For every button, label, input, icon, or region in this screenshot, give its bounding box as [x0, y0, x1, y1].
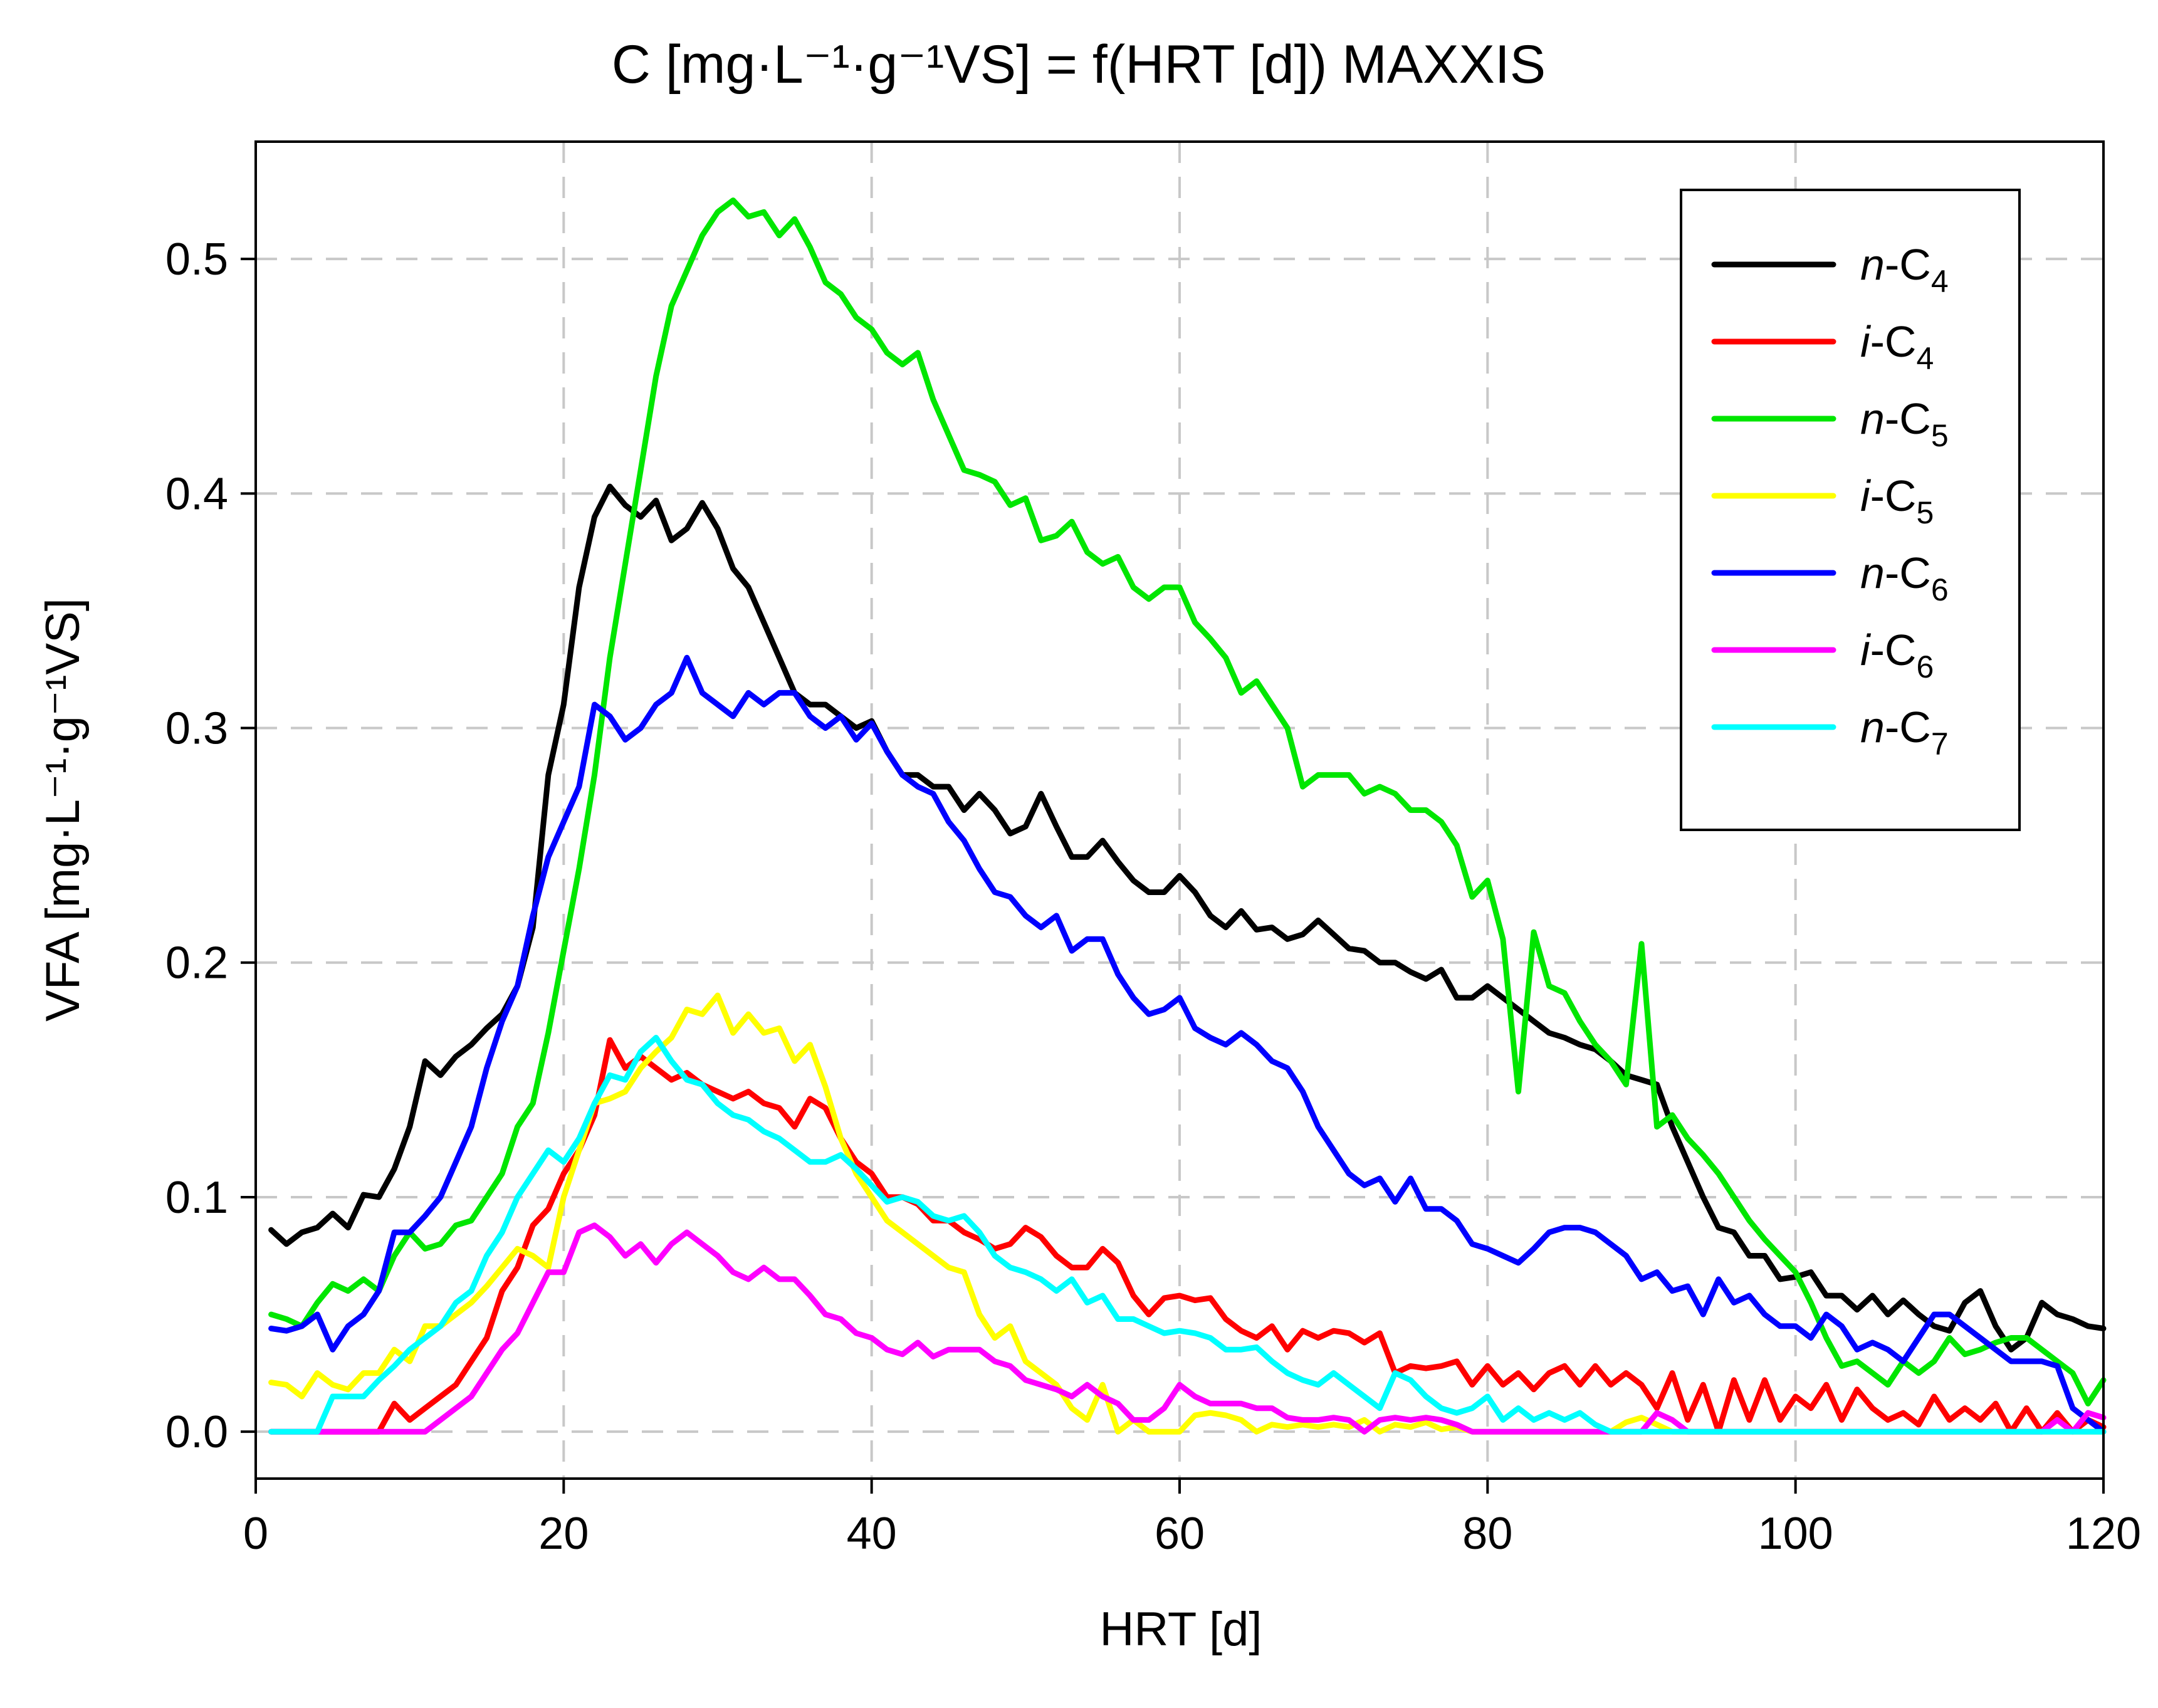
legend: n-C4 i-C4 n-C5 i-C5 n-C6 i-C6 n-C7 [1680, 189, 2021, 831]
x-axis-ticks: 0 20 40 60 80 100 120 [243, 1479, 2141, 1559]
y-tick-label: 0.1 [165, 1173, 228, 1223]
legend-entry-i-c4: i-C4 [1711, 317, 1934, 376]
legend-entry-n-c6: n-C6 [1711, 548, 1949, 607]
legend-label: n-C5 [1860, 394, 1949, 453]
x-tick-label: 0 [243, 1509, 268, 1559]
y-axis-label: VFA [mg·L⁻¹·g⁻¹VS] [36, 598, 90, 1022]
legend-label: i-C4 [1860, 317, 1934, 376]
x-axis-label: HRT [d] [1099, 1603, 1262, 1656]
x-tick-label: 60 [1155, 1509, 1205, 1559]
series-line-i-c5 [268, 992, 2107, 1435]
y-tick-label: 0.0 [165, 1407, 228, 1457]
legend-entry-n-c5: n-C5 [1711, 394, 1949, 453]
legend-entry-n-c4: n-C4 [1711, 240, 1949, 299]
series-line-n-c5 [268, 197, 2107, 1407]
legend-box [1680, 189, 2021, 831]
x-tick-label: 40 [847, 1509, 897, 1559]
legend-entry-i-c6: i-C6 [1711, 626, 1934, 684]
x-tick-label: 20 [538, 1509, 589, 1559]
legend-label: n-C7 [1860, 703, 1949, 762]
chart-title: C [mg·L⁻¹·g⁻¹VS] = f(HRT [d]) MAXXIS [612, 34, 1546, 95]
x-tick-label: 80 [1462, 1509, 1512, 1559]
y-tick-label: 0.3 [165, 704, 228, 754]
legend-label: i-C5 [1860, 471, 1934, 530]
x-tick-label: 100 [1758, 1509, 1833, 1559]
legend-label: n-C6 [1860, 548, 1949, 607]
legend-label: n-C4 [1860, 240, 1949, 299]
series-line-i-c6 [268, 1222, 2107, 1435]
legend-entry-i-c5: i-C5 [1711, 471, 1934, 530]
legend-entries: n-C4 i-C4 n-C5 i-C5 n-C6 i-C6 n-C7 [1711, 240, 1949, 762]
y-tick-label: 0.2 [165, 938, 228, 988]
legend-entry-n-c7: n-C7 [1711, 703, 1949, 762]
series-line-n-c7 [268, 1035, 2107, 1435]
y-axis-ticks: 0.0 0.1 0.2 0.3 0.4 0.5 [165, 234, 256, 1457]
series-lines [268, 197, 2107, 1435]
y-tick-label: 0.5 [165, 234, 228, 285]
series-line-n-c6 [268, 654, 2107, 1435]
legend-label: i-C6 [1860, 626, 1934, 684]
x-tick-label: 120 [2066, 1509, 2141, 1559]
y-tick-label: 0.4 [165, 469, 228, 519]
